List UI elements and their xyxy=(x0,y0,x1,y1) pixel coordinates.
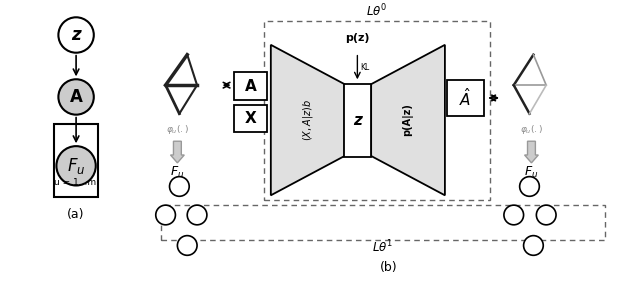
Text: $\hat{A}$: $\hat{A}$ xyxy=(460,87,472,109)
Text: u = 1...m: u = 1...m xyxy=(54,179,96,187)
Text: $F_u$: $F_u$ xyxy=(67,156,85,176)
Polygon shape xyxy=(170,141,184,163)
Text: z: z xyxy=(353,113,362,128)
Text: A: A xyxy=(244,79,257,94)
Text: $\varphi_u(.)$: $\varphi_u(.)$ xyxy=(166,123,189,136)
Circle shape xyxy=(156,205,175,225)
Text: p(A|z): p(A|z) xyxy=(403,103,413,136)
Polygon shape xyxy=(271,45,344,195)
Polygon shape xyxy=(371,45,445,195)
Text: KL: KL xyxy=(360,63,369,72)
Text: $\varphi_u(.)$: $\varphi_u(.)$ xyxy=(520,123,543,136)
Circle shape xyxy=(188,205,207,225)
Polygon shape xyxy=(525,141,538,163)
Text: (b): (b) xyxy=(380,261,397,274)
Circle shape xyxy=(56,146,96,185)
Bar xyxy=(344,84,371,157)
Circle shape xyxy=(504,205,524,225)
Text: z: z xyxy=(71,26,81,44)
Circle shape xyxy=(536,205,556,225)
Circle shape xyxy=(524,236,543,255)
Text: p(z): p(z) xyxy=(345,33,370,43)
Circle shape xyxy=(58,79,94,115)
Text: (a): (a) xyxy=(67,209,85,221)
Bar xyxy=(54,123,98,197)
Circle shape xyxy=(520,177,540,196)
Bar xyxy=(447,80,484,116)
Text: $L\theta^1$: $L\theta^1$ xyxy=(372,239,394,256)
Bar xyxy=(234,105,267,132)
Circle shape xyxy=(58,17,94,53)
Text: $L\theta^0$: $L\theta^0$ xyxy=(367,3,388,20)
Bar xyxy=(264,21,490,200)
Circle shape xyxy=(177,236,197,255)
Bar xyxy=(161,205,605,240)
Text: X: X xyxy=(244,111,257,126)
Text: $(X, A|z)b$: $(X, A|z)b$ xyxy=(301,99,315,141)
Text: $F_u$: $F_u$ xyxy=(524,165,539,180)
Text: A: A xyxy=(70,88,83,106)
Circle shape xyxy=(170,177,189,196)
Bar xyxy=(234,72,267,100)
Text: $F_u$: $F_u$ xyxy=(170,165,184,180)
